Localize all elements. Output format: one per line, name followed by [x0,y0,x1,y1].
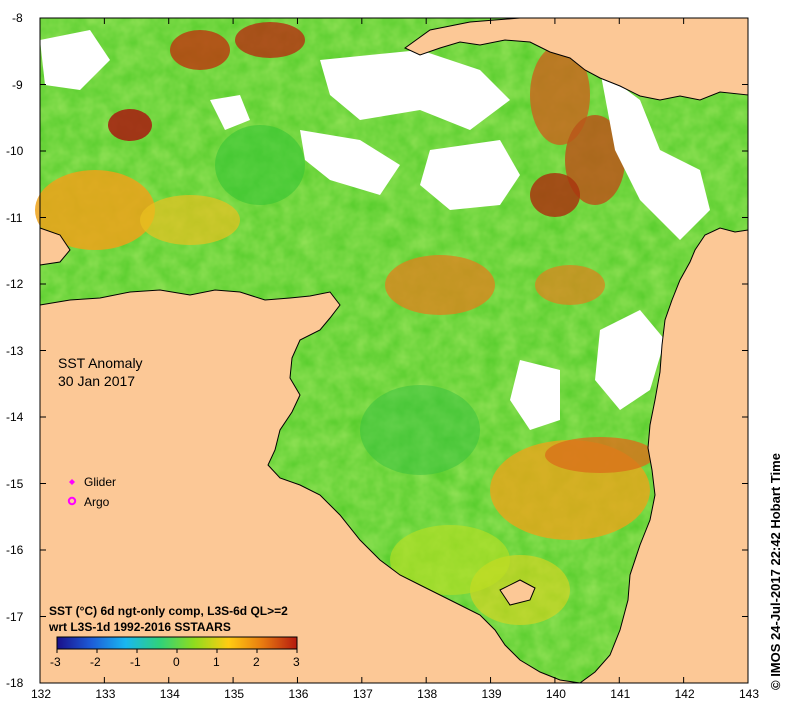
lon-tick-label: 136 [288,687,309,701]
caption-line-2: wrt L3S-1d 1992-2016 SSTAARS [49,620,231,634]
axis-ticks [39,17,749,684]
lat-tick-label: -14 [6,410,24,424]
legend-glider-label: Glider [84,475,117,489]
lon-tick-label: 138 [417,687,438,701]
map-caption: SST (°C) 6d ngt-only comp, L3S-6d QL>=2 … [49,603,288,635]
glider-marker [69,479,75,485]
island-bottom [499,579,536,606]
colorbar-tick-label: 2 [253,655,260,669]
colorbar [56,636,298,653]
colorbar-tick-label: -2 [90,655,101,669]
colorbar-tick-label: 1 [213,655,220,669]
argo-marker [67,496,77,506]
lon-tick-label: 140 [545,687,566,701]
colorbar-bar [56,636,298,650]
lon-tick-label: 132 [31,687,52,701]
map-title: SST Anomaly 30 Jan 2017 [58,354,143,390]
legend-argo-label: Argo [84,495,110,509]
northern-territory-land [39,289,581,684]
lat-tick-label: -18 [6,676,24,690]
colorbar-tick-label: -1 [130,655,141,669]
land-masses [39,17,749,684]
lat-tick-label: -15 [6,476,24,491]
lat-tick-label: -9 [12,77,23,92]
caption-line-1: SST (°C) 6d ngt-only comp, L3S-6d QL>=2 [49,604,288,618]
lat-tick-label: -10 [6,144,24,158]
lat-tick-label: -16 [6,543,24,557]
lon-tick-label: 139 [481,687,502,701]
no-data-cloud-mask [40,30,710,430]
lat-tick-label: -8 [12,11,23,25]
cape-york-land [578,227,749,684]
lon-tick-label: 142 [674,687,695,701]
colorbar-tick-label: 0 [173,655,180,669]
lon-tick-label: 134 [159,687,180,701]
lat-tick-label: -12 [6,277,24,291]
lon-tick-label: 133 [95,687,116,701]
lon-tick-label: 135 [224,687,245,701]
lon-tick-label: 141 [610,687,631,701]
map-title-text: SST Anomaly [58,355,143,371]
lat-tick-label: -11 [6,210,23,225]
lat-tick-label: -17 [6,609,24,624]
colorbar-ticks [56,649,298,653]
lat-tick-label: -13 [6,343,24,358]
lon-tick-label: 143 [739,687,760,701]
colorbar-tick-label: -3 [50,655,61,669]
colorbar-tick-label: 3 [293,655,300,669]
imos-credit: © IMOS 24-Jul-2017 22:42 Hobart Time [768,453,783,690]
lon-tick-label: 137 [352,687,373,701]
map-date-text: 30 Jan 2017 [58,373,136,389]
